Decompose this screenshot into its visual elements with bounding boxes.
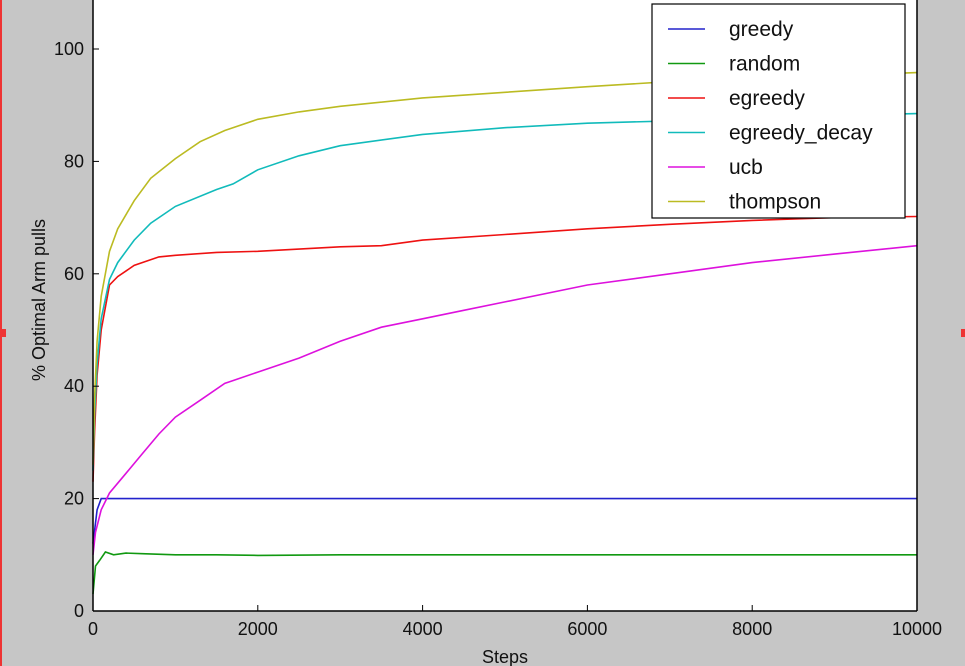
x-tick-label: 8000 bbox=[732, 619, 772, 639]
y-tick-label: 80 bbox=[64, 151, 84, 171]
series-line-egreedy bbox=[92, 215, 918, 482]
series-line-egreedy-decay bbox=[92, 112, 918, 471]
x-tick-label: 6000 bbox=[567, 619, 607, 639]
y-tick-label: 100 bbox=[54, 39, 84, 59]
legend-label-thompson: thompson bbox=[729, 191, 821, 214]
x-tick-label: 10000 bbox=[892, 619, 942, 639]
legend-label-ucb: ucb bbox=[729, 156, 763, 179]
x-axis-title: Steps bbox=[482, 647, 528, 666]
series-layer bbox=[92, 71, 918, 595]
legend-label-random: random bbox=[729, 53, 800, 76]
legend-label-egreedy: egreedy bbox=[729, 87, 805, 110]
axes-layer bbox=[92, 0, 918, 612]
y-tick-label: 60 bbox=[64, 264, 84, 284]
ticks-layer: 0 2000 4000 6000 8000 10000 0 20 40 60 80 100 bbox=[54, 39, 942, 639]
y-axis-title: % Optimal Arm pulls bbox=[29, 219, 49, 381]
legend-label-egreedy-decay: egreedy_decay bbox=[729, 122, 873, 145]
right-edge-marker bbox=[961, 329, 965, 337]
series-line-greedy bbox=[92, 497, 917, 544]
series-line-ucb bbox=[92, 244, 918, 555]
y-tick-label: 0 bbox=[74, 601, 84, 621]
y-tick-label: 20 bbox=[64, 489, 84, 509]
x-tick-label: 0 bbox=[88, 619, 98, 639]
series-line-random bbox=[92, 551, 917, 595]
legend-box bbox=[651, 3, 906, 219]
x-tick-label: 2000 bbox=[238, 619, 278, 639]
series-line-thompson bbox=[92, 71, 918, 465]
left-edge-marker bbox=[0, 329, 6, 337]
legend-label-greedy: greedy bbox=[729, 18, 794, 41]
y-tick-label: 40 bbox=[64, 376, 84, 396]
x-tick-label: 4000 bbox=[403, 619, 443, 639]
